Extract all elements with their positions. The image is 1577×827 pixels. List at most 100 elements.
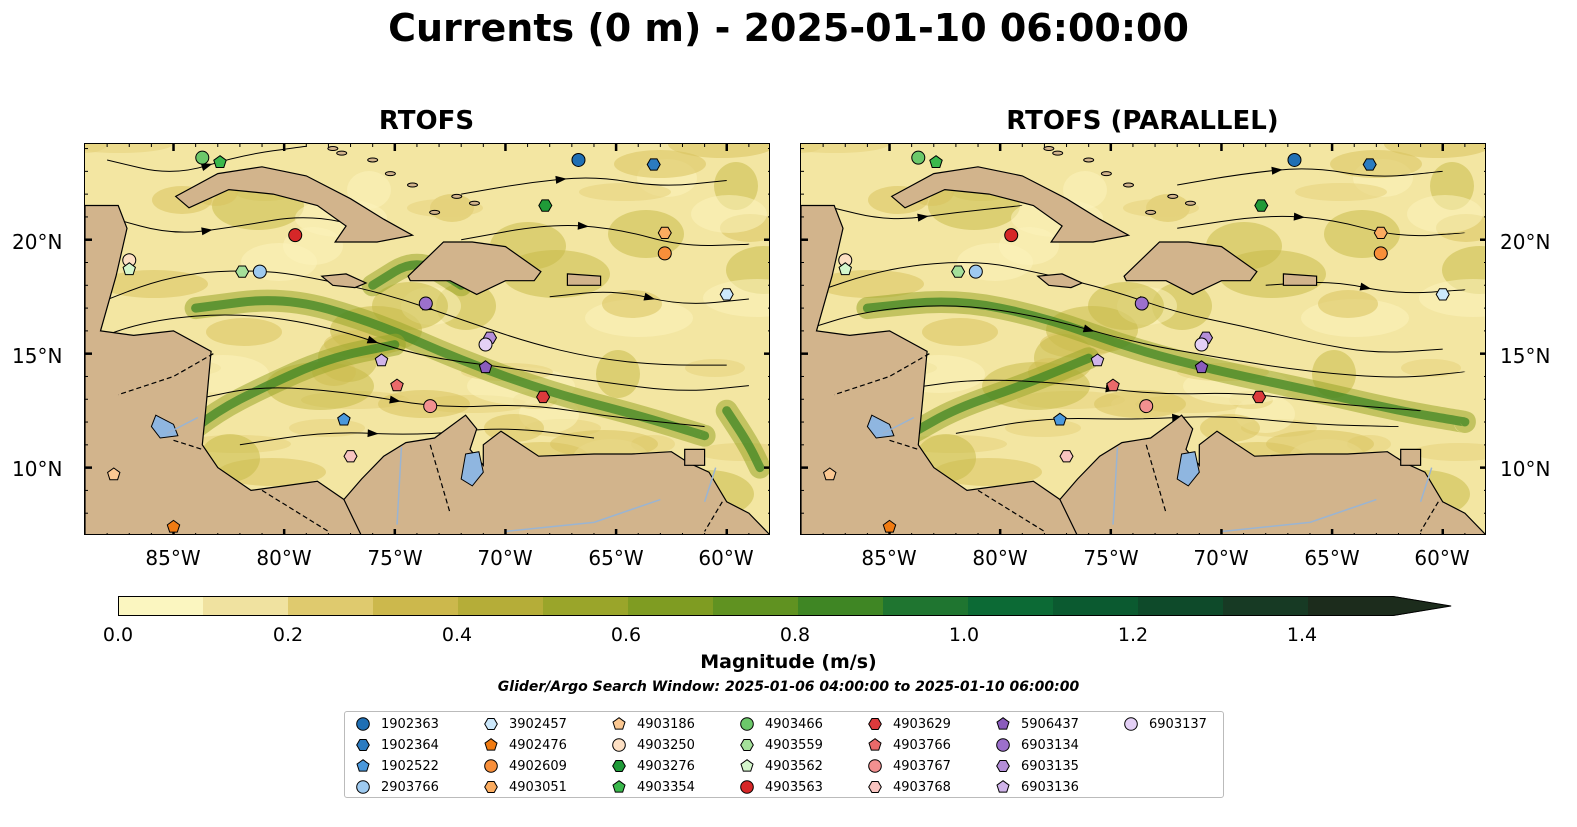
float-legend: 1902363 1902364 1902522 2903766 3902457 49024…: [344, 711, 1224, 798]
legend-item-4903186: 4903186: [611, 714, 695, 734]
legend-item-label: 4903768: [893, 779, 951, 795]
float-marker-4903768[interactable]: [1059, 450, 1074, 463]
legend-marker-icon: [740, 780, 754, 794]
float-marker-4903466[interactable]: [195, 150, 210, 165]
float-marker-4903559[interactable]: [235, 265, 250, 278]
float-marker-4903563[interactable]: [1004, 228, 1019, 243]
float-marker-5906437[interactable]: [478, 360, 493, 374]
legend-item-4903051: 4903051: [483, 777, 567, 797]
float-marker-4903276[interactable]: [1254, 199, 1269, 212]
float-marker-4903767[interactable]: [1139, 399, 1154, 414]
float-marker-2903766[interactable]: [968, 264, 983, 279]
float-marker-4903767[interactable]: [423, 399, 438, 414]
float-marker-4903559[interactable]: [951, 265, 966, 278]
float-marker-6903137[interactable]: [1194, 337, 1209, 352]
legend-item-4902609: 4902609: [483, 756, 567, 776]
legend-item-5906437: 5906437: [995, 714, 1079, 734]
float-markers: [823, 150, 1450, 533]
lon-label-80w-left: 80°W: [256, 546, 312, 570]
colorbar-segment: [1053, 596, 1138, 616]
float-marker-4903766[interactable]: [390, 378, 404, 392]
float-marker-4902609[interactable]: [1373, 246, 1388, 261]
map-panel-rtofs-parallel[interactable]: [800, 143, 1486, 535]
float-marker-4903562[interactable]: [838, 262, 852, 276]
float-marker-1902522[interactable]: [1053, 412, 1067, 426]
legend-item-label: 4903276: [637, 758, 695, 774]
legend-item-6903136: 6903136: [995, 777, 1079, 797]
lon-label-75w-left: 75°W: [367, 546, 423, 570]
float-marker-1902364[interactable]: [1362, 158, 1377, 171]
float-marker-6903136[interactable]: [1090, 353, 1105, 367]
legend-item-4902476: 4902476: [483, 735, 567, 755]
float-marker-1902522[interactable]: [337, 412, 351, 426]
float-marker-4903466[interactable]: [911, 150, 926, 165]
legend-item-label: 4903563: [765, 779, 823, 795]
legend-item-label: 1902364: [381, 737, 439, 753]
lon-label-60w-right: 60°W: [1414, 546, 1470, 570]
colorbar-segment: [628, 596, 713, 616]
float-marker-4903051[interactable]: [657, 226, 672, 239]
float-marker-4903768[interactable]: [343, 450, 358, 463]
float-marker-4903186[interactable]: [823, 467, 837, 481]
lon-label-70w-right: 70°W: [1193, 546, 1249, 570]
colorbar-segment: [1223, 596, 1308, 616]
colorbar-segment: [458, 596, 543, 616]
legend-item-4903766: 4903766: [867, 735, 951, 755]
legend-marker-icon: [740, 739, 754, 751]
lon-label-70w-left: 70°W: [477, 546, 533, 570]
legend-item-4903354: 4903354: [611, 777, 695, 797]
legend-item-1902364: 1902364: [355, 735, 439, 755]
float-marker-3902457[interactable]: [1435, 288, 1450, 301]
float-marker-1902363[interactable]: [1287, 152, 1302, 167]
legend-item-4903563: 4903563: [739, 777, 823, 797]
float-marker-4902609[interactable]: [657, 246, 672, 261]
float-marker-4903186[interactable]: [107, 467, 121, 481]
legend-marker-icon: [868, 738, 882, 751]
lat-label-15n-right: 15°N: [1500, 344, 1551, 368]
float-marker-2903766[interactable]: [252, 264, 267, 279]
float-marker-4903629[interactable]: [1252, 390, 1267, 404]
float-marker-5906437[interactable]: [1194, 360, 1209, 374]
legend-item-4903629: 4903629: [867, 714, 951, 734]
float-marker-4903562[interactable]: [122, 262, 136, 276]
legend-item-3902457: 3902457: [483, 714, 567, 734]
legend-item-4903767: 4903767: [867, 756, 951, 776]
float-marker-4903276[interactable]: [538, 199, 553, 212]
colorbar-tick-5: 1.0: [948, 624, 980, 646]
land-puertorico: [1282, 273, 1318, 286]
legend-item-label: 4903629: [893, 716, 951, 732]
float-marker-4903563[interactable]: [288, 228, 303, 243]
float-marker-4903354[interactable]: [929, 155, 943, 168]
float-marker-6903136[interactable]: [374, 353, 389, 367]
float-marker-1902363[interactable]: [571, 152, 586, 167]
legend-marker-icon: [612, 717, 626, 730]
panel-title-right: RTOFS (PARALLEL): [1006, 106, 1279, 136]
map-frame-ticks: [85, 144, 769, 534]
float-marker-6903137[interactable]: [478, 337, 493, 352]
legend-item-label: 4903466: [765, 716, 823, 732]
float-marker-3902457[interactable]: [719, 288, 734, 301]
float-marker-1902364[interactable]: [646, 158, 661, 171]
float-marker-4902476[interactable]: [166, 519, 181, 533]
streamlines: [801, 166, 1466, 484]
float-markers: [107, 150, 734, 533]
map-panel-rtofs[interactable]: [84, 143, 770, 535]
legend-item-label: 3902457: [509, 716, 567, 732]
float-marker-4903629[interactable]: [536, 390, 551, 404]
lon-label-80w-right: 80°W: [972, 546, 1028, 570]
float-marker-4903051[interactable]: [1373, 226, 1388, 239]
colorbar-tick-3: 0.6: [610, 624, 642, 646]
legend-item-label: 4903562: [765, 758, 823, 774]
legend-item-label: 1902522: [381, 758, 439, 774]
float-marker-4902476[interactable]: [882, 519, 897, 533]
legend-item-6903137: 6903137: [1123, 714, 1207, 734]
float-marker-6903134[interactable]: [1134, 296, 1149, 311]
legend-marker-icon: [868, 781, 882, 793]
float-marker-4903354[interactable]: [213, 155, 227, 168]
legend-item-label: 6903137: [1149, 716, 1207, 732]
legend-marker-icon: [484, 738, 498, 751]
figure-title: Currents (0 m) - 2025-01-10 06:00:00: [388, 6, 1189, 50]
float-marker-4903766[interactable]: [1106, 378, 1120, 392]
float-marker-6903134[interactable]: [418, 296, 433, 311]
lon-label-65w-right: 65°W: [1304, 546, 1360, 570]
